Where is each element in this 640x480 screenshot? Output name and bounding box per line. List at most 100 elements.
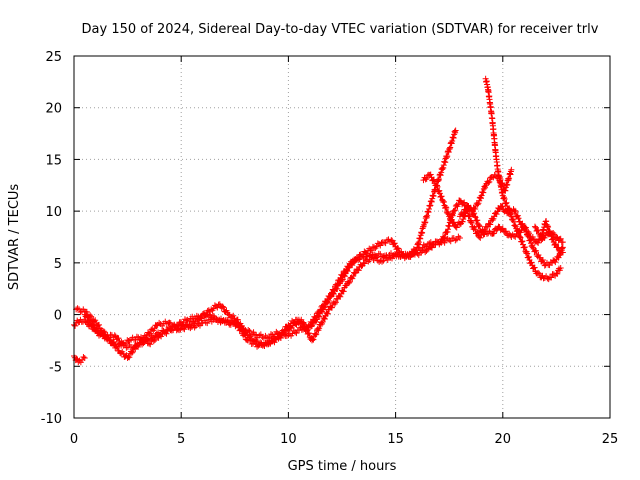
data-point (427, 171, 434, 178)
data-point (552, 241, 559, 248)
data-point (230, 312, 237, 319)
data-point (118, 338, 125, 345)
x-tick-label: 15 (387, 432, 404, 447)
data-point (147, 341, 154, 348)
data-point (96, 321, 103, 328)
data-point (519, 238, 526, 245)
data-point (481, 183, 488, 190)
data-point (214, 304, 221, 311)
data-point (87, 316, 94, 323)
data-point (505, 205, 512, 212)
data-point (459, 211, 466, 218)
data-point (321, 304, 328, 311)
data-point (414, 250, 421, 257)
data-point (512, 222, 519, 229)
data-point (111, 332, 118, 339)
data-point (524, 250, 531, 257)
data-point (349, 275, 356, 282)
data-point (468, 219, 475, 226)
data-point (372, 245, 379, 252)
data-point (389, 237, 396, 244)
x-tick-label: 25 (602, 432, 619, 447)
data-point (554, 270, 561, 277)
data-point (549, 236, 556, 243)
data-point (453, 224, 460, 231)
data-point (332, 299, 339, 306)
data-point (358, 263, 365, 270)
data-point (493, 211, 500, 218)
data-point (271, 339, 278, 346)
data-point (181, 326, 188, 333)
data-point (367, 253, 374, 260)
data-point (476, 222, 483, 229)
data-point (173, 321, 180, 328)
series-track-d (81, 166, 515, 353)
data-point (514, 213, 521, 220)
data-point (559, 239, 566, 246)
data-point (327, 293, 334, 300)
data-point (536, 270, 543, 277)
data-point (499, 225, 506, 232)
data-point (83, 312, 90, 319)
data-point (304, 330, 311, 337)
data-point (74, 305, 81, 312)
data-point (501, 196, 508, 203)
data-point (477, 195, 484, 202)
data-point (318, 319, 325, 326)
data-point (464, 207, 471, 214)
data-point (167, 320, 174, 327)
data-point (438, 193, 445, 200)
data-point (395, 245, 402, 252)
y-tick-label: 0 (54, 309, 62, 324)
data-point (557, 265, 564, 272)
data-point (441, 233, 448, 240)
y-tick-label: -5 (49, 360, 62, 375)
data-point (182, 323, 189, 330)
data-point (316, 313, 323, 320)
data-point (308, 323, 315, 330)
data-point (455, 233, 462, 240)
data-point (490, 174, 497, 181)
data-point (330, 291, 337, 298)
chart-title: Day 150 of 2024, Sidereal Day-to-day VTE… (82, 22, 599, 37)
data-point (474, 201, 481, 208)
data-point (89, 321, 96, 328)
data-point (456, 235, 463, 242)
data-point (344, 268, 351, 275)
data-point (514, 212, 521, 219)
data-point (507, 211, 514, 218)
data-point (166, 319, 173, 326)
data-point (80, 354, 87, 361)
data-point (125, 338, 132, 345)
data-point (251, 331, 258, 338)
data-point (293, 321, 300, 328)
data-point (281, 331, 288, 338)
data-point (277, 334, 284, 341)
data-point (438, 239, 445, 246)
data-point (257, 331, 264, 338)
x-tick-label: 5 (177, 432, 185, 447)
data-point (355, 267, 362, 274)
data-point (90, 322, 97, 329)
x-axis-title: GPS time / hours (288, 459, 397, 474)
data-point (339, 277, 345, 284)
data-point (460, 210, 467, 217)
data-point (341, 273, 348, 280)
data-point (234, 321, 241, 328)
data-point (270, 337, 277, 344)
data-point (313, 316, 320, 323)
y-axis-title: SDTVAR / TECUs (7, 184, 22, 291)
data-point (503, 199, 510, 206)
data-point (309, 336, 316, 343)
plot-frame (73, 55, 611, 419)
data-point (535, 239, 542, 246)
data-point (515, 215, 522, 222)
data-point (490, 230, 497, 237)
data-point (306, 330, 313, 337)
data-point (272, 336, 279, 343)
data-point (220, 317, 227, 324)
data-point (503, 228, 510, 235)
data-point (246, 327, 253, 334)
data-point (479, 188, 486, 195)
